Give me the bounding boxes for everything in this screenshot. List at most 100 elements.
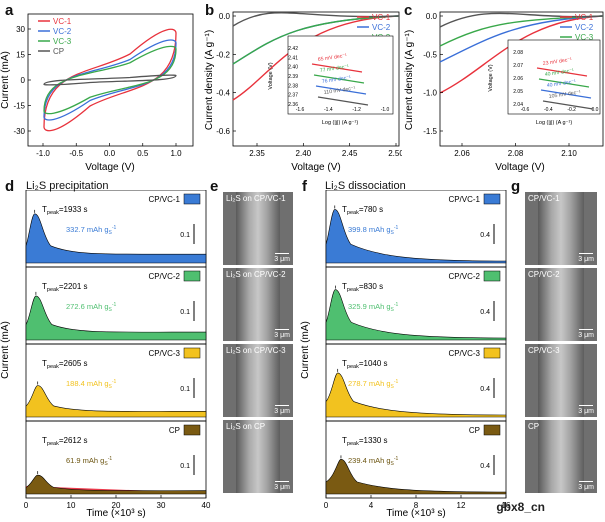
panel-g-sem-image: CP/VC-2 3 μm: [525, 268, 597, 341]
panel-d-tpeak: Tpeak=2201 s: [42, 282, 88, 293]
panel-b-xtick-label: 2.45: [342, 149, 358, 158]
panel-d-row: CP/VC-3 Tpeak=2605 s 188.4 mAh gS-1 0.1: [25, 343, 207, 422]
panel-e-sem-scale-bar: [275, 481, 289, 482]
panel-g-images: CP/VC-1 3 μm CP/VC-2 3 μm CP/VC-3 3 μm CP 3 μm: [525, 192, 597, 493]
panel-b-inset-line: [315, 85, 367, 95]
panel-d-current-area: [25, 474, 207, 495]
panel-c-legend-label: VC-3: [575, 33, 594, 42]
panel-g-fiber: [537, 192, 585, 265]
panel-b-inset-xtick: -1.4: [324, 107, 333, 113]
panel-d-chart: Current (mA) Time (×10³ s) CP/VC-1 Tpeak=…: [0, 190, 211, 519]
panel-f-current-area: [325, 289, 507, 341]
panel-e-sem-scale-bar: [275, 253, 289, 254]
panel-c-inset-ytick: 2.07: [513, 63, 523, 69]
panel-g-sem-scale-bar: [579, 405, 593, 406]
panel-f-xtick-label: 4: [369, 501, 374, 510]
panel-a-cv-curve: [43, 28, 177, 132]
panel-f-current-area: [325, 459, 507, 495]
panel-a-xtick-label: 0.0: [104, 149, 116, 158]
panel-f-row: CP/VC-2 Tpeak=830 s 325.9 mAh gS-1 0.4: [325, 266, 507, 345]
panel-b-inset-xtick: -1.6: [296, 107, 305, 113]
panel-f-row: CP/VC-1 Tpeak=780 s 399.8 mAh gS-1 0.4: [325, 190, 507, 268]
panel-d-xlabel: Time (×10³ s): [86, 508, 145, 519]
panel-f-letter: f: [302, 178, 307, 195]
panel-e-sem-scale-label: 3 μm: [274, 408, 290, 415]
panel-g-sem-image: CP/VC-3 3 μm: [525, 344, 597, 417]
panel-d-sample-swatch: [183, 347, 201, 359]
panel-b-inset-xtick: -1.0: [381, 107, 390, 113]
panel-c-inset: [507, 39, 601, 115]
panel-c-polarization-curve: [439, 12, 604, 28]
panel-f-sample-label: CP/VC-2: [448, 272, 480, 281]
panel-a-xlabel: Voltage (V): [85, 162, 134, 173]
panel-d-tpeak: Tpeak=2612 s: [42, 436, 88, 447]
panel-g-sem-scale-bar: [579, 329, 593, 330]
panel-d-sample-label: CP/VC-2: [148, 272, 180, 281]
panel-d-capacity: 272.6 mAh gS-1: [66, 302, 117, 313]
panel-f-tpeak: Tpeak=830 s: [342, 282, 383, 293]
panel-b-ytick-label: 0.0: [219, 12, 231, 21]
panel-c-letter: c: [404, 2, 413, 19]
panel-c-inset-ytick: 2.05: [513, 89, 523, 95]
panel-c-frame: [439, 11, 604, 147]
panel-d-sample-label: CP/VC-1: [148, 195, 180, 204]
panel-f-xtick-label: 0: [324, 501, 329, 510]
panel-a-xtick-label: -1.0: [36, 149, 50, 158]
panel-f-sample-swatch: [483, 270, 501, 282]
panel-g-fiber: [537, 344, 585, 417]
panel-c-ytick-label: -0.5: [423, 50, 437, 59]
panel-b-inset-ytick: 2.36: [288, 102, 298, 108]
panel-d-xtick-label: 0: [24, 501, 29, 510]
panel-d-current-area: [25, 295, 207, 341]
panel-g-sem-label: CP/VC-2: [528, 270, 560, 279]
panel-f-row: CP Tpeak=1330 s 239.4 mAh gS-1 0.4: [325, 420, 507, 499]
panel-e-fiber: [235, 192, 281, 265]
panel-f-row: CP/VC-3 Tpeak=1040 s 278.7 mAh gS-1 0.4: [325, 343, 507, 422]
panel-a-chart: -1.0 -0.5 0.0 0.5 1.0 30 15 0 -15 -30 VC-1VC-2VC…: [0, 13, 194, 173]
panel-b-inset-slope-label: 65 mV dec⁻¹: [317, 53, 347, 63]
panel-f-capacity: 399.8 mAh gS-1: [348, 225, 399, 236]
panel-d-tpeak: Tpeak=2605 s: [42, 359, 88, 370]
panel-c-inset-line: [536, 67, 588, 77]
panel-b-xtick-label: 2.40: [296, 149, 312, 158]
panel-a-ytick-label: 0: [21, 76, 26, 85]
panel-b-xtick-label: 2.35: [249, 149, 265, 158]
panel-e-letter: e: [210, 178, 219, 195]
panel-b-legend-label: VC-2: [372, 23, 391, 32]
panel-b-ylabel: Current density (A g⁻¹): [204, 30, 215, 130]
panel-f-title: Li₂S dissociation: [325, 180, 406, 192]
panel-f-scale-label: 0.4: [480, 232, 490, 239]
panel-c-inset-slope-label: 40 mV dec⁻¹: [546, 79, 576, 89]
panel-a-ytick-label: -15: [13, 102, 25, 111]
panel-d-row: CP/VC-2 Tpeak=2201 s 272.6 mAh gS-1 0.1: [25, 266, 207, 345]
panel-e-fiber: [235, 344, 281, 417]
panel-g-sem-image: CP/VC-1 3 μm: [525, 192, 597, 265]
panel-g-sem-label: CP/VC-3: [528, 346, 560, 355]
panel-e-sem-image: Li₂S on CP/VC-2 3 μm: [223, 268, 293, 341]
panel-b-inset-slope-label: 110 mV dec⁻¹: [323, 86, 356, 96]
panel-b-inset-line: [317, 96, 369, 106]
panel-c-ylabel: Current density (A g⁻¹): [404, 30, 415, 130]
panel-f-current-area: [325, 372, 507, 418]
panel-e-sem-label: Li₂S on CP/VC-2: [226, 270, 286, 279]
panel-b-ytick-label: -0.4: [216, 89, 230, 98]
panel-e-fiber: [235, 420, 281, 493]
panel-f-sample-swatch: [483, 193, 501, 205]
panel-g-sem-scale-label: 3 μm: [578, 256, 594, 263]
panel-c-inset-ylabel: Voltage (V): [488, 64, 494, 91]
panel-e-sem-scale-label: 3 μm: [274, 484, 290, 491]
panel-c-inset-xtick: -0.4: [544, 107, 553, 113]
panel-f-xtick-label: 16: [502, 501, 511, 510]
panel-d-xtick-label: 10: [67, 501, 76, 510]
panel-b-xlabel: Voltage (V): [291, 162, 340, 173]
panel-g-sem-scale-bar: [579, 481, 593, 482]
panel-g-sem-scale-label: 3 μm: [578, 332, 594, 339]
panel-c-inset-xtick: 0.0: [592, 107, 599, 113]
panel-c-inset-ytick: 2.04: [513, 102, 523, 108]
panel-c-ytick-label: -1.5: [423, 127, 437, 136]
panel-f-scale-label: 0.4: [480, 309, 490, 316]
panel-e-sem-label: Li₂S on CP: [226, 422, 266, 431]
panel-c-chart: 2.06 2.08 2.10 0.0 -0.5 -1.0 -1.5 VC-1VC-2VC-…: [404, 11, 604, 173]
panel-b-legend-label: VC-1: [372, 13, 391, 22]
panel-e-sem-image: Li₂S on CP/VC-1 3 μm: [223, 192, 293, 265]
